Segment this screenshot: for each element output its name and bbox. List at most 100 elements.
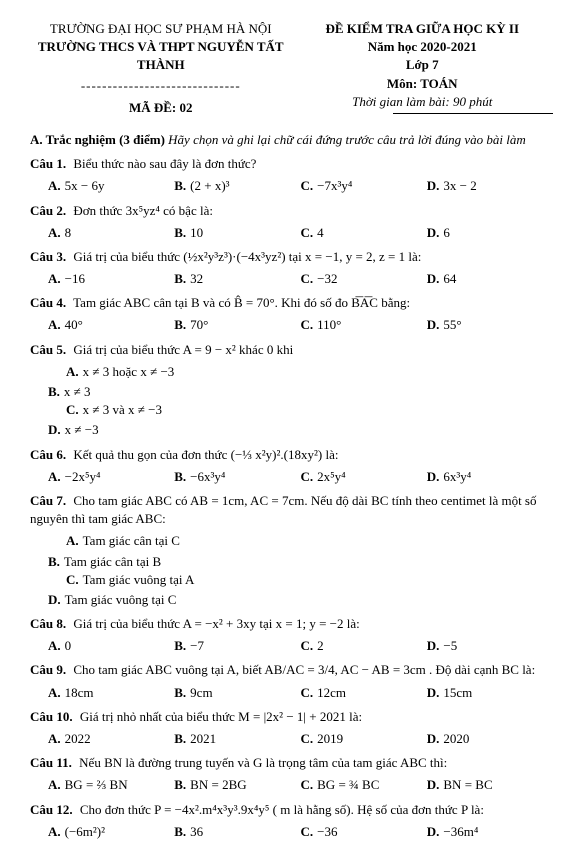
q7-b: B.Tam giác cân tại B <box>48 553 301 571</box>
q3-d: D.64 <box>427 270 553 288</box>
q11-b: B.BN = 2BG <box>174 776 300 794</box>
q12-choices: A.(−6m²)² B.36 C.−36 D.−36m⁴ <box>48 823 553 841</box>
section-a-instr: Hãy chọn và ghi lại chữ cái đứng trước c… <box>168 132 526 147</box>
q2: Câu 2. Đơn thức 3x⁵yz⁴ có bậc là: <box>30 202 553 220</box>
q2-b: B.10 <box>174 224 300 242</box>
q12: Câu 12. Cho đơn thức P = −4x².m⁴x³y³.9x⁴… <box>30 801 553 819</box>
q11-a: A.BG = ⅔ BN <box>48 776 174 794</box>
q3-label: Câu 3. <box>30 249 66 264</box>
q12-d: D.−36m⁴ <box>427 823 553 841</box>
q2-text: Đơn thức 3x⁵yz⁴ có bậc là: <box>73 203 213 218</box>
year: Năm học 2020-2021 <box>292 38 554 56</box>
q7-choices: A.Tam giác cân tại C B.Tam giác cân tại … <box>48 532 553 609</box>
q2-c: C.4 <box>301 224 427 242</box>
q6-d: D.6x³y⁴ <box>427 468 553 486</box>
q8: Câu 8. Giá trị của biểu thức A = −x² + 3… <box>30 615 553 633</box>
exam-code: MÃ ĐỀ: 02 <box>30 99 292 117</box>
q4-b: B.70° <box>174 316 300 334</box>
q6-a: A.−2x⁵y⁴ <box>48 468 174 486</box>
q11-choices: A.BG = ⅔ BN B.BN = 2BG C.BG = ¾ BC D.BN … <box>48 776 553 794</box>
q1-a: A.5x − 6y <box>48 177 174 195</box>
q7-a: A.Tam giác cân tại C <box>66 532 319 550</box>
q7-c: C.Tam giác vuông tại A <box>66 571 319 589</box>
q12-a: A.(−6m²)² <box>48 823 174 841</box>
q7-text: Cho tam giác ABC có AB = 1cm, AC = 7cm. … <box>30 493 537 526</box>
q1-text: Biểu thức nào sau đây là đơn thức? <box>73 156 256 171</box>
q9-c: C.12cm <box>301 684 427 702</box>
section-a-label: A. Trắc nghiệm (3 điểm) <box>30 132 165 147</box>
q6-c: C.2x⁵y⁴ <box>301 468 427 486</box>
q5-c: C.x ≠ 3 và x ≠ −3 <box>66 401 319 419</box>
q10: Câu 10. Giá trị nhỏ nhất của biểu thức M… <box>30 708 553 726</box>
section-a: A. Trắc nghiệm (3 điểm) Hãy chọn và ghi … <box>30 131 553 149</box>
q5-text: Giá trị của biểu thức A = 9 − x² khác 0 … <box>73 342 293 357</box>
grade: Lớp 7 <box>292 56 554 74</box>
q5: Câu 5. Giá trị của biểu thức A = 9 − x² … <box>30 341 553 359</box>
q1-choices: A.5x − 6y B.(2 + x)³ C.−7x³y⁴ D.3x − 2 <box>48 177 553 195</box>
q2-d: D.6 <box>427 224 553 242</box>
q2-label: Câu 2. <box>30 203 66 218</box>
q1-c: C.−7x³y⁴ <box>301 177 427 195</box>
q11-d: D.BN = BC <box>427 776 553 794</box>
header-left: TRƯỜNG ĐẠI HỌC SƯ PHẠM HÀ NỘI TRƯỜNG THC… <box>30 20 292 117</box>
q1-label: Câu 1. <box>30 156 66 171</box>
q12-c: C.−36 <box>301 823 427 841</box>
q12-text: Cho đơn thức P = −4x².m⁴x³y³.9x⁴y⁵ ( m l… <box>80 802 484 817</box>
header: TRƯỜNG ĐẠI HỌC SƯ PHẠM HÀ NỘI TRƯỜNG THC… <box>30 20 553 117</box>
q5-b: B.x ≠ 3 <box>48 383 301 401</box>
q10-choices: A.2022 B.2021 C.2019 D.2020 <box>48 730 553 748</box>
q4: Câu 4. Tam giác ABC cân tại B và có B̂ =… <box>30 294 553 312</box>
q11-label: Câu 11. <box>30 755 72 770</box>
exam-title: ĐỀ KIỂM TRA GIỮA HỌC KỲ II <box>292 20 554 38</box>
q3-c: C.−32 <box>301 270 427 288</box>
q7-d: D.Tam giác vuông tại C <box>48 591 301 609</box>
q1: Câu 1. Biểu thức nào sau đây là đơn thức… <box>30 155 553 173</box>
dash: ------------------------------ <box>30 77 292 95</box>
q8-a: A.0 <box>48 637 174 655</box>
q5-a: A.x ≠ 3 hoặc x ≠ −3 <box>66 363 319 381</box>
q10-b: B.2021 <box>174 730 300 748</box>
q4-d: D.55° <box>427 316 553 334</box>
q4-a: A.40° <box>48 316 174 334</box>
q4-c: C.110° <box>301 316 427 334</box>
q3-choices: A.−16 B.32 C.−32 D.64 <box>48 270 553 288</box>
q6-choices: A.−2x⁵y⁴ B.−6x³y⁴ C.2x⁵y⁴ D.6x³y⁴ <box>48 468 553 486</box>
q5-choices: A.x ≠ 3 hoặc x ≠ −3 B.x ≠ 3 C.x ≠ 3 và x… <box>48 363 553 440</box>
q6-label: Câu 6. <box>30 447 66 462</box>
q12-b: B.36 <box>174 823 300 841</box>
q6-text: Kết quả thu gọn của đơn thức (−⅓ x²y)².(… <box>73 447 338 462</box>
q11-c: C.BG = ¾ BC <box>301 776 427 794</box>
q8-text: Giá trị của biểu thức A = −x² + 3xy tại … <box>73 616 359 631</box>
time: Thời gian làm bài: 90 phút <box>292 93 554 111</box>
q9: Câu 9. Cho tam giác ABC vuông tại A, biế… <box>30 661 553 679</box>
q4-label: Câu 4. <box>30 295 66 310</box>
university: TRƯỜNG ĐẠI HỌC SƯ PHẠM HÀ NỘI <box>30 20 292 38</box>
q1-d: D.3x − 2 <box>427 177 553 195</box>
q10-c: C.2019 <box>301 730 427 748</box>
q10-a: A.2022 <box>48 730 174 748</box>
q1-b: B.(2 + x)³ <box>174 177 300 195</box>
q4-text: Tam giác ABC cân tại B và có B̂ = 70°. K… <box>73 295 410 310</box>
q9-b: B.9cm <box>174 684 300 702</box>
q7: Câu 7. Cho tam giác ABC có AB = 1cm, AC … <box>30 492 553 528</box>
q3: Câu 3. Giá trị của biểu thức (½x²y³z³)·(… <box>30 248 553 266</box>
q11-text: Nếu BN là đường trung tuyến và G là trọn… <box>79 755 447 770</box>
q8-d: D.−5 <box>427 637 553 655</box>
q6: Câu 6. Kết quả thu gọn của đơn thức (−⅓ … <box>30 446 553 464</box>
q10-d: D.2020 <box>427 730 553 748</box>
q4-choices: A.40° B.70° C.110° D.55° <box>48 316 553 334</box>
q9-a: A.18cm <box>48 684 174 702</box>
q5-d: D.x ≠ −3 <box>48 421 301 439</box>
q3-a: A.−16 <box>48 270 174 288</box>
q9-label: Câu 9. <box>30 662 66 677</box>
q10-text: Giá trị nhỏ nhất của biểu thức M = |2x² … <box>80 709 362 724</box>
q11: Câu 11. Nếu BN là đường trung tuyến và G… <box>30 754 553 772</box>
q9-d: D.15cm <box>427 684 553 702</box>
q8-choices: A.0 B.−7 C.2 D.−5 <box>48 637 553 655</box>
q10-label: Câu 10. <box>30 709 73 724</box>
q8-label: Câu 8. <box>30 616 66 631</box>
q2-a: A.8 <box>48 224 174 242</box>
q5-label: Câu 5. <box>30 342 66 357</box>
q3-text: Giá trị của biểu thức (½x²y³z³)·(−4x³yz²… <box>73 249 421 264</box>
q8-c: C.2 <box>301 637 427 655</box>
